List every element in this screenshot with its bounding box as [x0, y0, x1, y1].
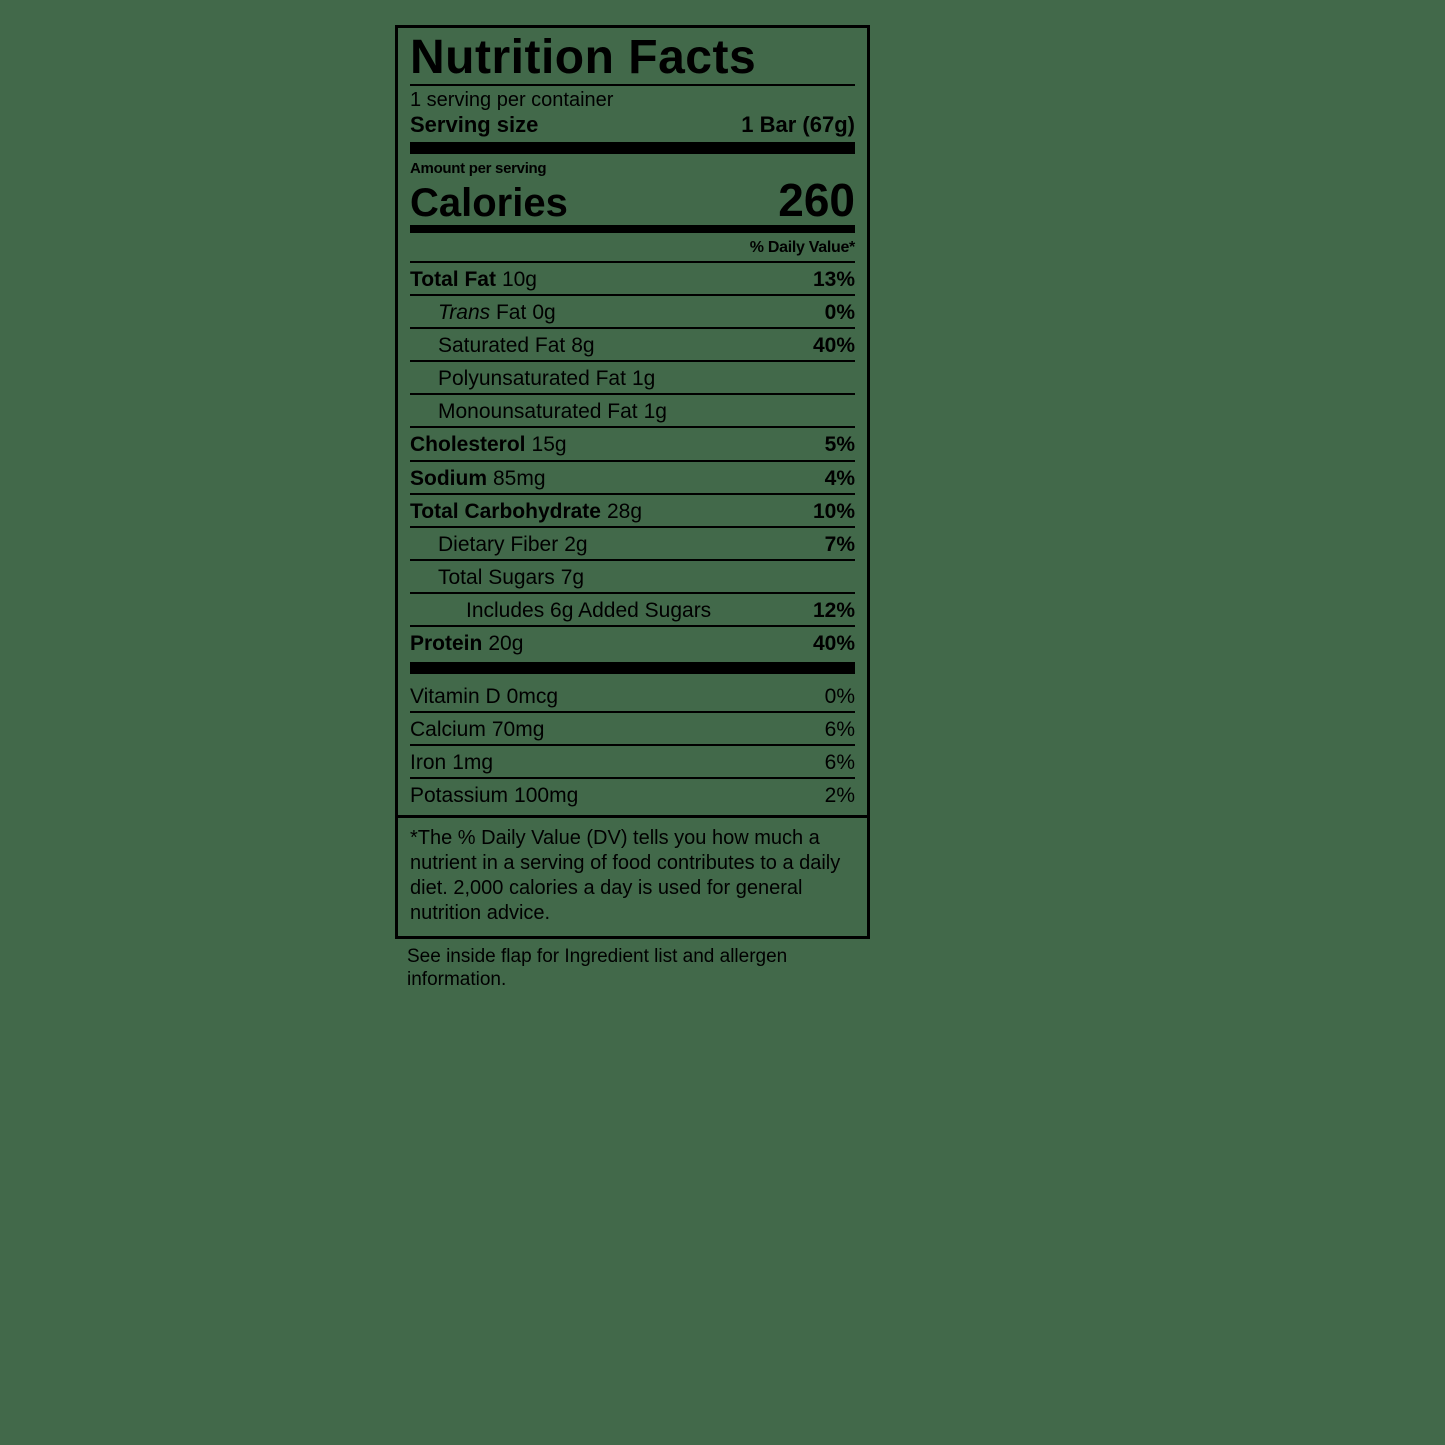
nutrient-amount: 0g — [532, 301, 555, 324]
nutrient-amount: 2g — [564, 533, 587, 556]
nutrient-row: Total Fat 10g 13% — [410, 263, 855, 296]
nutrient-row: Dietary Fiber 2g 7% — [410, 528, 855, 561]
nutrient-amount: 10g — [502, 268, 537, 291]
nutrient-amount: 15g — [532, 433, 567, 456]
nutrient-name: Trans Fat — [438, 301, 526, 324]
vitamin-amount: 70mg — [492, 718, 545, 741]
nutrient-dv: 40% — [813, 334, 855, 357]
nutrient-name: Includes 6g Added Sugars — [466, 599, 711, 622]
nutrients-section: Total Fat 10g 13% Trans Fat 0g 0% Saturated … — [410, 263, 855, 658]
nutrient-row: Protein 20g 40% — [410, 627, 855, 658]
nutrient-name: Cholesterol — [410, 433, 526, 456]
vitamin-name: Calcium — [410, 718, 486, 741]
nutrient-name: Protein — [410, 632, 482, 655]
nutrient-row: Includes 6g Added Sugars 12% — [410, 594, 855, 627]
nutrient-name: Dietary Fiber — [438, 533, 558, 556]
daily-value-header: % Daily Value* — [410, 233, 855, 263]
nutrient-amount: 1g — [644, 400, 667, 423]
nutrient-row: Trans Fat 0g 0% — [410, 296, 855, 329]
serving-size-label: Serving size — [410, 112, 538, 138]
see-inside-text: See inside flap for Ingredient list and … — [407, 946, 787, 991]
vitamin-amount: 0mcg — [507, 685, 558, 708]
nutrient-dv: 5% — [825, 433, 855, 456]
calories-row: Calories 260 — [410, 177, 855, 233]
vitamin-dv: 2% — [825, 784, 855, 807]
calories-value: 260 — [778, 177, 855, 223]
footnote-text: *The % Daily Value (DV) tells you how mu… — [410, 827, 840, 924]
nutrient-dv: 10% — [813, 500, 855, 523]
vitamin-amount: 100mg — [514, 784, 578, 807]
nutrient-dv: 13% — [813, 268, 855, 291]
nutrient-row: Polyunsaturated Fat 1g — [410, 362, 855, 395]
vitamin-name: Vitamin D — [410, 685, 501, 708]
nutrient-name: Sodium — [410, 467, 487, 490]
nutrient-dv: 12% — [813, 599, 855, 622]
nutrient-name: Total Sugars — [438, 566, 555, 589]
serving-size-value: 1 Bar (67g) — [741, 112, 855, 138]
servings-per-container: 1 serving per container — [410, 88, 855, 112]
nutrient-row: Monounsaturated Fat 1g — [410, 395, 855, 428]
nutrient-name: Polyunsaturated Fat — [438, 367, 626, 390]
vitamin-row: Calcium 70mg 6% — [410, 713, 855, 746]
nutrient-name: Total Fat — [410, 268, 496, 291]
nutrient-amount: 1g — [632, 367, 655, 390]
vitamin-row: Vitamin D 0mcg 0% — [410, 680, 855, 713]
nutrient-dv: 40% — [813, 632, 855, 655]
vitamins-section: Vitamin D 0mcg 0% Calcium 70mg 6% Iron 1mg 6%… — [410, 674, 855, 810]
nutrient-name: Saturated Fat — [438, 334, 565, 357]
nutrient-dv: 0% — [825, 301, 855, 324]
nutrient-row: Total Sugars 7g — [410, 561, 855, 594]
vitamin-dv: 6% — [825, 751, 855, 774]
nutrient-amount: 7g — [561, 566, 584, 589]
nutrient-row: Sodium 85mg 4% — [410, 462, 855, 495]
serving-size-row: Serving size 1 Bar (67g) — [410, 112, 855, 138]
nutrient-amount: 28g — [607, 500, 642, 523]
vitamin-row: Potassium 100mg 2% — [410, 779, 855, 810]
vitamin-name: Iron — [410, 751, 446, 774]
vitamin-dv: 6% — [825, 718, 855, 741]
nutrient-dv: 7% — [825, 533, 855, 556]
nutrient-name: Total Carbohydrate — [410, 500, 601, 523]
vitamin-row: Iron 1mg 6% — [410, 746, 855, 779]
vitamin-dv: 0% — [825, 685, 855, 708]
nutrition-facts-panel: Nutrition Facts 1 serving per container … — [395, 25, 870, 818]
nutrient-row: Total Carbohydrate 28g 10% — [410, 495, 855, 528]
serving-block: 1 serving per container Serving size 1 B… — [410, 86, 855, 154]
nutrient-amount: 8g — [571, 334, 594, 357]
footnote-box: *The % Daily Value (DV) tells you how mu… — [395, 818, 870, 939]
vitamin-amount: 1mg — [452, 751, 493, 774]
section-divider — [410, 662, 855, 674]
title: Nutrition Facts — [410, 34, 855, 86]
see-inside-note: See inside flap for Ingredient list and … — [395, 939, 870, 993]
calories-label: Calories — [410, 183, 568, 223]
nutrient-dv: 4% — [825, 467, 855, 490]
nutrient-amount: 85mg — [493, 467, 546, 490]
nutrient-name: Monounsaturated Fat — [438, 400, 638, 423]
vitamin-name: Potassium — [410, 784, 508, 807]
nutrient-amount: 20g — [488, 632, 523, 655]
nutrient-row: Cholesterol 15g 5% — [410, 428, 855, 461]
nutrient-row: Saturated Fat 8g 40% — [410, 329, 855, 362]
